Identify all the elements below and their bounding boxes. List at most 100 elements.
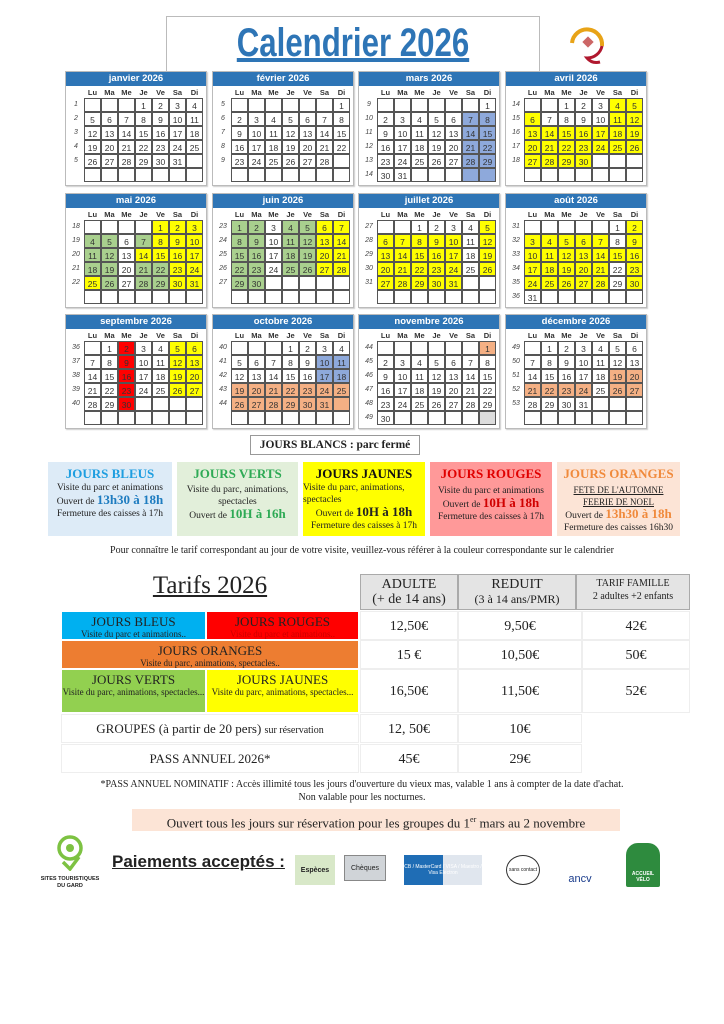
day-cell: 1 — [332, 97, 351, 112]
weekday-label: Ma — [544, 210, 555, 219]
day-cell: 24 — [523, 275, 542, 290]
day-cell: 6 — [247, 354, 266, 369]
day-cell — [151, 167, 170, 182]
day-cell: 30 — [376, 410, 395, 425]
day-cell: 29 — [478, 396, 497, 411]
month-12: décembre 2026 Lu Ma Me Je Ve Sa Di 49 1 2 3 4 5 6 50 7 8 9… — [505, 314, 647, 429]
day-cell: 11 — [281, 233, 300, 248]
day-cell: 22 — [100, 382, 119, 397]
day-cell: 19 — [100, 261, 119, 276]
day-cell — [410, 97, 429, 112]
day-cell: 17 — [168, 125, 187, 140]
day-cell — [117, 289, 136, 304]
weekday-label: Me — [268, 210, 279, 219]
day-cell: 22 — [230, 261, 249, 276]
day-cell: 23 — [376, 153, 395, 168]
day-cell: 1 — [410, 219, 429, 234]
legend-title: JOURS BLEUS — [65, 466, 155, 481]
day-cell — [540, 410, 559, 425]
day-cell — [315, 410, 334, 425]
month-title: avril 2026 — [506, 72, 646, 86]
day-cell: 23 — [298, 382, 317, 397]
legend-jours-rouges: JOURS ROUGES Visite du parc et animation… — [430, 462, 552, 536]
weekday-label: Ve — [449, 210, 458, 219]
week-number: 3 — [74, 129, 78, 136]
day-cell: 6 — [444, 354, 463, 369]
corner — [361, 209, 377, 220]
day-cell: 22 — [151, 261, 170, 276]
weekday-label: Di — [190, 210, 199, 219]
month-title: octobre 2026 — [213, 315, 353, 329]
weekday-label: Lu — [234, 331, 245, 340]
accueil-velo-icon: ACCUEIL VÉLO — [626, 843, 660, 887]
week-number: 29 — [365, 251, 373, 258]
day-cell: 3 — [393, 111, 412, 126]
day-cell: 19 — [478, 247, 497, 262]
price-adulte: 45€ — [360, 744, 458, 773]
day-cell — [608, 410, 627, 425]
day-cell: 28 — [332, 261, 351, 276]
weekday-label: Ma — [104, 331, 115, 340]
weekday-label: Sa — [612, 210, 623, 219]
day-cell: 28 — [117, 153, 136, 168]
month-title: janvier 2026 — [66, 72, 206, 86]
price-famille: 50€ — [582, 640, 690, 669]
day-cell: 24 — [393, 153, 412, 168]
month-3: mars 2026 Lu Ma Me Je Ve Sa Di 9 1 10 2 3 4 5 6 7 8 11 9 10 1… — [358, 71, 500, 186]
day-cell: 14 — [461, 368, 480, 383]
day-cell — [134, 219, 153, 234]
day-cell — [393, 340, 412, 355]
day-cell: 7 — [540, 111, 559, 126]
day-cell: 16 — [151, 125, 170, 140]
day-cell: 21 — [393, 261, 412, 276]
legend-text: Visite du parc, animations, spectacles — [303, 483, 405, 505]
weekday-label: Me — [121, 210, 132, 219]
day-cell: 14 — [393, 247, 412, 262]
weekday-label: Ve — [449, 331, 458, 340]
legend-jours-jaunes: JOURS JAUNES Visite du parc, animations,… — [303, 462, 425, 536]
weekday-label: Sa — [465, 331, 476, 340]
day-cell: 11 — [540, 247, 559, 262]
banner-text: Ouvert tous les jours sur réservation po… — [166, 815, 471, 831]
weekday-label: Me — [414, 331, 425, 340]
weekday-label: Ve — [303, 88, 312, 97]
day-cell: 12 — [83, 125, 102, 140]
day-cell: 7 — [523, 354, 542, 369]
day-cell: 23 — [117, 382, 136, 397]
day-cell: 27 — [444, 396, 463, 411]
day-cell — [376, 219, 395, 234]
day-cell: 21 — [540, 139, 559, 154]
day-cell — [625, 396, 644, 411]
cat-sub: Visite du parc, animations, spectacles..… — [211, 687, 354, 697]
day-cell — [298, 275, 317, 290]
week-number: 18 — [512, 157, 520, 164]
day-cell: 24 — [247, 153, 266, 168]
day-cell: 27 — [247, 396, 266, 411]
day-cell: 4 — [608, 97, 627, 112]
day-cell — [574, 410, 593, 425]
day-cell: 19 — [625, 125, 644, 140]
corner — [68, 87, 84, 98]
day-cell: 21 — [315, 139, 334, 154]
day-cell: 23 — [574, 139, 593, 154]
weekday-label: Di — [337, 210, 346, 219]
week-number: 2 — [74, 115, 78, 122]
day-cell — [134, 410, 153, 425]
weekday-label: Lu — [87, 88, 98, 97]
corner — [215, 330, 231, 341]
tarif-jours-jaunes: JOURS JAUNES Visite du parc, animations, … — [206, 669, 359, 713]
day-cell: 17 — [315, 368, 334, 383]
day-cell: 29 — [151, 275, 170, 290]
corner — [508, 209, 524, 220]
cat-sub: Visite du parc, animations, spectacles.. — [140, 658, 280, 668]
week-number: 31 — [512, 223, 520, 230]
price-famille: 42€ — [582, 611, 690, 640]
header-reduit: REDUIT (3 à 14 ans/PMR) — [458, 574, 576, 610]
map-pin-check-icon — [57, 835, 83, 872]
weekday-label: Sa — [465, 88, 476, 97]
day-cell: 6 — [185, 340, 204, 355]
day-cell: 6 — [100, 111, 119, 126]
price-reduit: 11,50€ — [458, 669, 582, 713]
week-number: 16 — [512, 129, 520, 136]
pass-note-line: Non valable pour les nocturnes. — [298, 792, 426, 803]
